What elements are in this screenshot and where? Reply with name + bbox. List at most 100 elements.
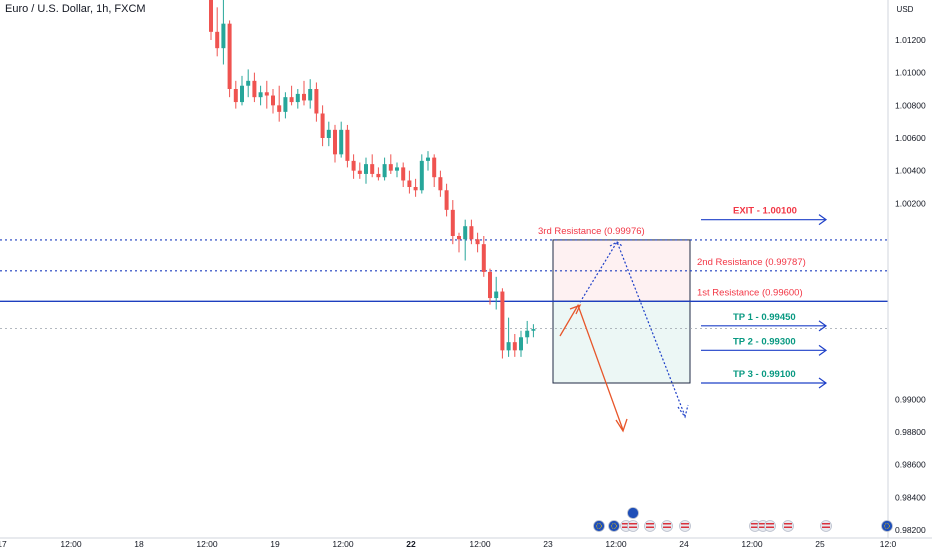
candle-body: [382, 164, 387, 178]
us-flag-icon[interactable]: [679, 520, 691, 532]
price-tick-label: 1.00800: [895, 100, 926, 110]
us-flag-stripe: [766, 523, 774, 525]
price-tick-label: 1.01200: [895, 35, 926, 45]
us-flag-stripe: [681, 526, 689, 528]
time-tick-label: 22: [406, 539, 416, 549]
candle-body: [215, 31, 220, 49]
target-arrowhead-0: [818, 214, 828, 226]
candle-body: [221, 23, 226, 49]
candle-body: [370, 164, 375, 174]
candle-body: [481, 244, 486, 272]
candle-body: [395, 167, 399, 171]
target-arrowhead-1: [818, 320, 828, 332]
eu-flag-icon[interactable]: [593, 520, 605, 532]
time-tick-label: 12:0: [880, 539, 897, 549]
candle-body: [227, 23, 232, 90]
time-axis[interactable]: [0, 538, 932, 550]
candle-body: [401, 167, 406, 181]
candle-body: [388, 164, 393, 171]
us-flag-stripe: [622, 523, 630, 525]
time-tick-label: 12:00: [332, 539, 354, 549]
us-flag-stripe: [784, 526, 792, 528]
us-flag-stripe: [751, 526, 759, 528]
candle-body: [271, 95, 275, 106]
time-tick-label: 24: [679, 539, 689, 549]
candle-body: [469, 226, 474, 240]
us-flag-stripe: [822, 523, 830, 525]
eu-flag-stars: [611, 523, 617, 529]
us-flag-icon[interactable]: [661, 520, 673, 532]
candle-body: [357, 170, 362, 174]
time-tick-label: 12:00: [60, 539, 82, 549]
price-tick-label: 0.98600: [895, 460, 926, 470]
us-flag-stripe: [759, 526, 767, 528]
candle-body: [475, 239, 480, 245]
chart-title: Euro / U.S. Dollar, 1h, FXCM: [5, 3, 146, 15]
candle-body: [376, 173, 381, 178]
level-label-2: 2nd Resistance (0.99787): [697, 257, 806, 268]
candle-body: [333, 129, 337, 155]
candle-body: [457, 236, 461, 240]
eu-flag-icon[interactable]: [608, 520, 620, 532]
candle-body: [500, 291, 505, 351]
candle-body: [419, 160, 424, 191]
time-tick-label: 12:00: [605, 539, 627, 549]
candle-body: [264, 92, 269, 96]
us-flag-stripe: [663, 523, 671, 525]
target-zone-box: [552, 300, 691, 384]
us-flag-stripe: [646, 523, 654, 525]
candle-body: [209, 0, 213, 32]
time-tick-label: 12:00: [741, 539, 763, 549]
eu-flag-stars: [884, 523, 890, 529]
candle-body: [233, 89, 238, 103]
us-flag-icon[interactable]: [820, 520, 832, 532]
time-tick-label: 23: [543, 539, 553, 549]
candle-body: [450, 209, 455, 236]
time-tick-label: 17: [0, 539, 7, 549]
plot-background[interactable]: [0, 0, 888, 538]
time-tick-label: 25: [815, 539, 825, 549]
candle-body: [525, 330, 530, 338]
price-tick-label: 0.99000: [895, 394, 926, 404]
candle-body: [463, 226, 468, 240]
level-label-1: 3rd Resistance (0.99976): [538, 226, 645, 237]
eu-flag-icon[interactable]: [627, 507, 639, 519]
us-flag-stripe: [822, 526, 830, 528]
candle-body: [345, 129, 350, 161]
bearish-projection-head-2: [615, 418, 628, 433]
candle-body: [295, 93, 300, 103]
us-flag-stripe: [759, 523, 767, 525]
level-label-3: 1st Resistance (0.99600): [697, 287, 803, 298]
us-flag-stripe: [784, 523, 792, 525]
price-axis[interactable]: [888, 0, 932, 538]
price-tick-label: 1.01000: [895, 68, 926, 78]
eu-flag-icon[interactable]: [881, 520, 893, 532]
price-tick-label: 0.98800: [895, 427, 926, 437]
us-flag-stripe: [622, 526, 630, 528]
us-flag-stripe: [629, 526, 637, 528]
bearish-projection-line: [559, 303, 624, 431]
candle-body: [246, 80, 251, 86]
target-arrowhead-3: [818, 377, 828, 389]
us-flag-icon[interactable]: [764, 520, 776, 532]
target-label-2: TP 2 - 0.99300: [733, 336, 796, 347]
candle-body: [258, 92, 263, 98]
candle-body: [308, 89, 313, 101]
price-tick-label: 1.00600: [895, 133, 926, 143]
us-flag-stripe: [646, 526, 654, 528]
candle-body: [252, 80, 257, 98]
candle-body: [351, 160, 356, 171]
candle-body: [326, 129, 331, 138]
us-flag-stripe: [663, 526, 671, 528]
us-flag-stripe: [766, 526, 774, 528]
candle-body: [519, 337, 523, 351]
candle-body: [531, 329, 536, 331]
us-flag-stripe: [681, 523, 689, 525]
us-flag-icon[interactable]: [627, 520, 639, 532]
us-flag-icon[interactable]: [644, 520, 656, 532]
target-label-0: EXIT - 1.00100: [733, 206, 797, 217]
alt-projection-head-2: [677, 404, 689, 419]
us-flag-icon[interactable]: [782, 520, 794, 532]
